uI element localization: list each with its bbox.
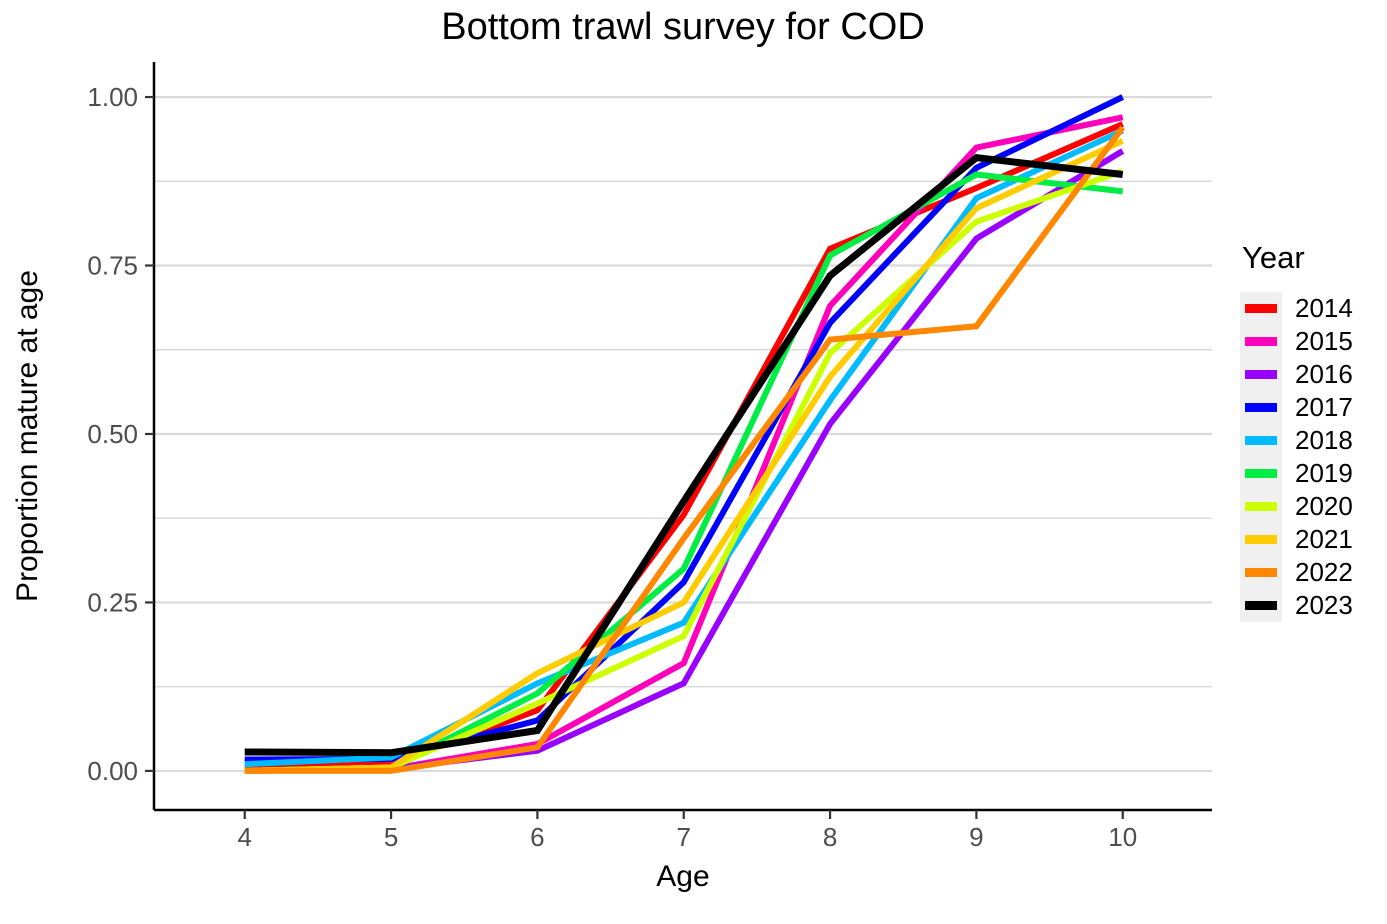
legend-label: 2015: [1295, 326, 1353, 356]
y-tick-label: 0.75: [87, 251, 138, 281]
legend-swatch: [1245, 436, 1277, 445]
legend-label: 2021: [1295, 524, 1353, 554]
series-line-2016: [244, 148, 1125, 774]
x-tick-label: 4: [237, 822, 251, 852]
legend-item-2019: 2019: [1240, 457, 1353, 490]
x-tick-label: 8: [823, 822, 837, 852]
legend-key: [1240, 490, 1282, 523]
legend-item-2021: 2021: [1240, 523, 1353, 556]
x-tick-label: 9: [969, 822, 983, 852]
series-line-2014: [244, 121, 1124, 771]
legend-label: 2019: [1295, 458, 1353, 488]
x-axis-title: Age: [656, 860, 710, 893]
legend-swatch: [1245, 469, 1277, 478]
legend-item-2022: 2022: [1240, 556, 1353, 589]
x-tick-label: 6: [530, 822, 544, 852]
legend-swatch: [1245, 601, 1277, 610]
series-line-2023: [244, 154, 1124, 757]
legend-key: [1240, 358, 1282, 391]
legend-item-2016: 2016: [1240, 358, 1353, 391]
legend-swatch: [1245, 370, 1277, 379]
legend-item-2015: 2015: [1240, 325, 1353, 358]
legend-swatch: [1245, 337, 1277, 346]
chart-title: Bottom trawl survey for COD: [441, 6, 925, 48]
legend-label: 2016: [1295, 359, 1353, 389]
legend-item-2018: 2018: [1240, 424, 1353, 457]
legend-item-2017: 2017: [1240, 391, 1353, 424]
series-line-2021: [244, 138, 1124, 774]
legend-key: [1240, 424, 1282, 457]
legend-item-2020: 2020: [1240, 490, 1353, 523]
legend-label: 2020: [1295, 491, 1353, 521]
legend-swatch: [1245, 568, 1277, 577]
legend-swatch: [1245, 403, 1277, 412]
legend: Year 2014 2015 2016 2017 2018 2019 2020 2021 202…: [1240, 240, 1353, 622]
x-tick-label: 7: [676, 822, 690, 852]
legend-swatch: [1245, 304, 1277, 313]
series-line-2018: [244, 127, 1124, 768]
legend-key: [1240, 391, 1282, 424]
y-tick-label: 0.00: [87, 756, 138, 786]
x-tick-label: 10: [1108, 822, 1137, 852]
y-tick-label: 0.25: [87, 587, 138, 617]
legend-item-2023: 2023: [1240, 589, 1353, 622]
legend-label: 2022: [1295, 557, 1353, 587]
y-axis-title: Proportion mature at age: [11, 270, 44, 602]
legend-label: 2023: [1295, 590, 1353, 620]
legend-label: 2017: [1295, 392, 1353, 422]
legend-swatch: [1245, 535, 1277, 544]
legend-key: [1240, 325, 1282, 358]
legend-swatch: [1245, 502, 1277, 511]
legend-key: [1240, 523, 1282, 556]
legend-title: Year: [1242, 240, 1305, 275]
y-tick-label: 1.00: [87, 82, 138, 112]
legend-items: 2014 2015 2016 2017 2018 2019 2020 2021 2022 2023: [1240, 292, 1353, 622]
series-line-2022: [244, 125, 1126, 774]
legend-key: [1240, 589, 1282, 622]
legend-item-2014: 2014: [1240, 292, 1353, 325]
x-tick-label: 5: [384, 822, 398, 852]
legend-label: 2018: [1295, 425, 1353, 455]
legend-key: [1240, 457, 1282, 490]
y-tick-label: 0.50: [87, 419, 138, 449]
legend-key: [1240, 556, 1282, 589]
legend-label: 2014: [1295, 293, 1353, 323]
legend-key: [1240, 292, 1282, 325]
